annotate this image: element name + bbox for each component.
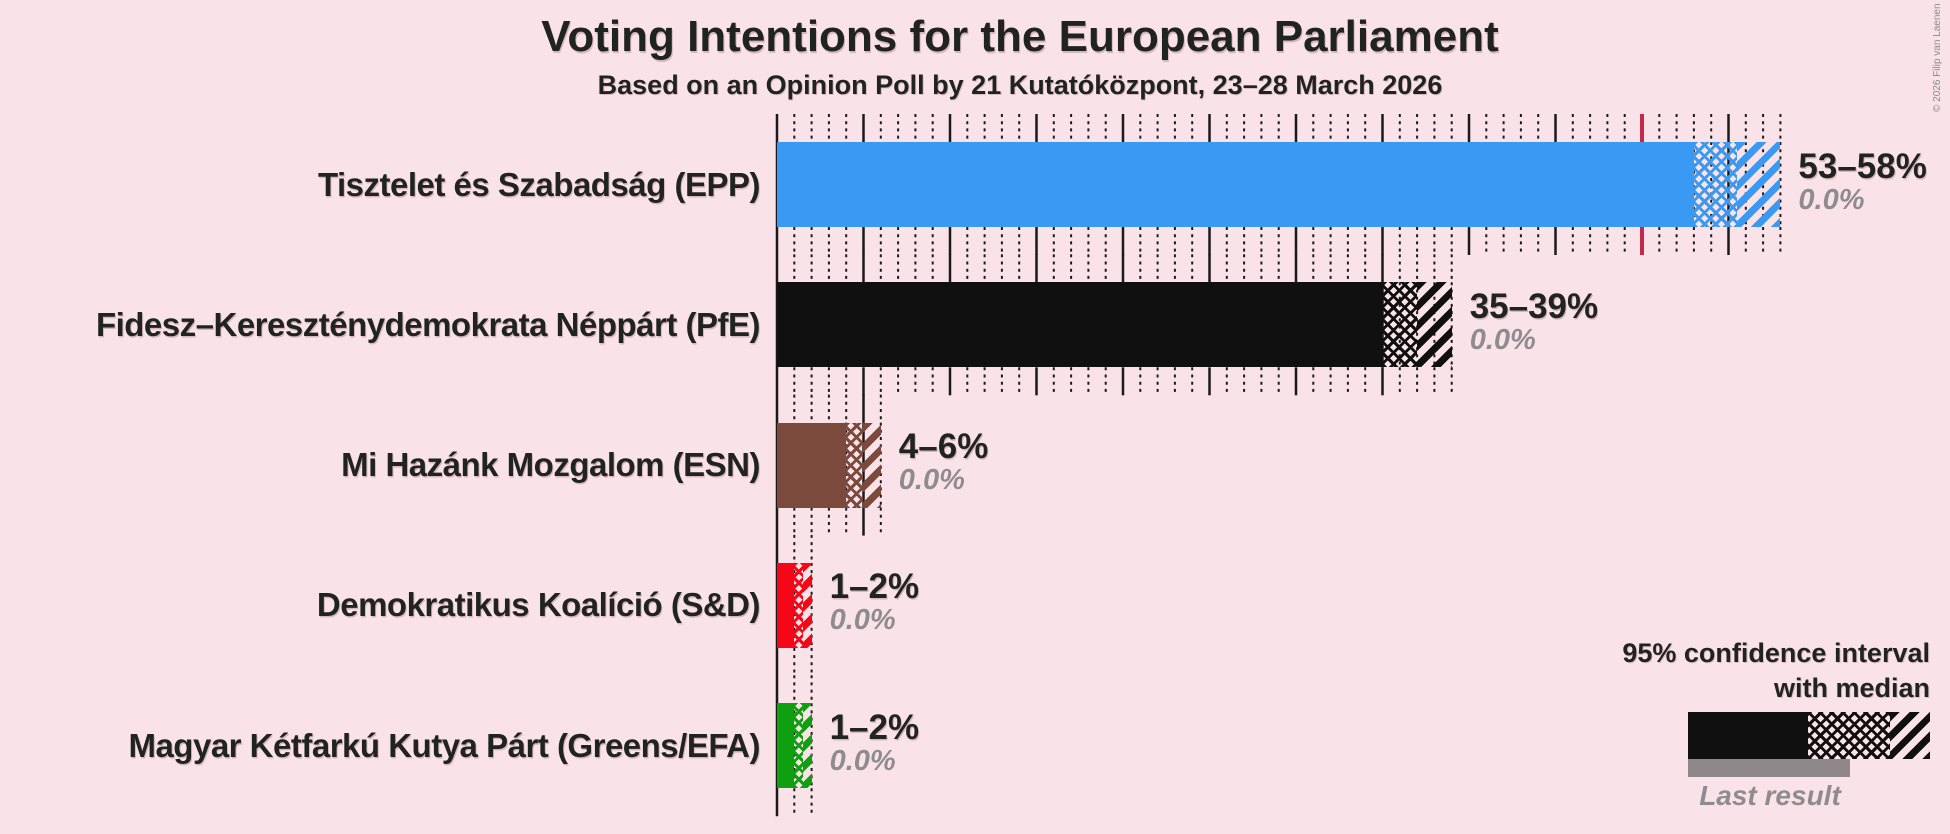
ci-range-label: 35–39% bbox=[1469, 286, 1599, 326]
bar-ci-lower-crosshatch bbox=[794, 562, 803, 648]
party-label: Fidesz–Kereszténydemokrata Néppárt (PfE) bbox=[95, 305, 761, 343]
party-bar bbox=[777, 703, 812, 789]
last-result-value: 0.0% bbox=[1798, 183, 1865, 216]
legend-sample-diagonal bbox=[1890, 712, 1930, 759]
party-bar bbox=[777, 562, 812, 648]
bar-ci-lower-crosshatch bbox=[794, 703, 803, 789]
legend-sample-solid bbox=[1688, 712, 1808, 759]
last-result-value: 0.0% bbox=[829, 604, 896, 637]
ci-range-label: 53–58% bbox=[1798, 146, 1927, 186]
bar-ci-upper-diagonal bbox=[1737, 142, 1781, 227]
value-label-block: 35–39% 0.0% bbox=[1470, 288, 1598, 356]
party-label: Magyar Kétfarkú Kutya Párt (Greens/EFA) bbox=[128, 726, 760, 764]
bar-ci-lower-crosshatch bbox=[1382, 282, 1418, 368]
chart-title: Voting Intentions for the European Parli… bbox=[541, 12, 1499, 61]
bar-solid-segment bbox=[777, 422, 847, 508]
legend-ci-label-line1: 95% confidence interval bbox=[1622, 638, 1930, 668]
value-label-block: 1–2% 0.0% bbox=[830, 568, 920, 636]
ci-range-label: 1–2% bbox=[829, 567, 920, 607]
bar-solid-segment bbox=[777, 703, 795, 789]
bar-ci-lower-crosshatch bbox=[846, 422, 864, 508]
last-result-value: 0.0% bbox=[1469, 323, 1536, 356]
bar-ci-upper-diagonal bbox=[863, 422, 881, 508]
value-label-block: 53–58% 0.0% bbox=[1798, 148, 1926, 216]
bar-ci-lower-crosshatch bbox=[1693, 142, 1738, 227]
legend-sample-bar bbox=[1688, 712, 1930, 759]
party-bar bbox=[777, 282, 1452, 368]
bar-ci-upper-diagonal bbox=[802, 703, 812, 789]
bar-ci-upper-diagonal bbox=[802, 562, 812, 648]
legend-last-result-label: Last result bbox=[1699, 780, 1841, 811]
legend-ci-label-line2: with median bbox=[1773, 673, 1930, 703]
legend-sample-crosshatch bbox=[1808, 712, 1890, 759]
ci-range-label: 4–6% bbox=[898, 427, 989, 467]
last-result-value: 0.0% bbox=[898, 464, 965, 497]
bar-solid-segment bbox=[777, 562, 795, 648]
party-bar bbox=[777, 422, 881, 508]
chart-subtitle: Based on an Opinion Poll by 21 Kutatóköz… bbox=[597, 70, 1443, 100]
ci-range-label: 1–2% bbox=[829, 707, 920, 747]
party-label: Mi Hazánk Mozgalom (ESN) bbox=[341, 446, 760, 484]
party-label: Tisztelet és Szabadság (EPP) bbox=[317, 165, 761, 203]
bar-solid-segment bbox=[777, 142, 1694, 227]
value-label-block: 1–2% 0.0% bbox=[830, 709, 920, 777]
last-result-value: 0.0% bbox=[829, 744, 896, 777]
bar-solid-segment bbox=[777, 282, 1383, 368]
value-label-block: 4–6% 0.0% bbox=[899, 428, 989, 496]
legend-last-result-bar bbox=[1688, 759, 1850, 777]
party-label: Demokratikus Koalíció (S&D) bbox=[316, 586, 761, 624]
party-bar bbox=[777, 142, 1781, 227]
bar-ci-upper-diagonal bbox=[1417, 282, 1452, 368]
copyright-credit: © 2026 Filip van Laenen bbox=[1932, 3, 1943, 112]
